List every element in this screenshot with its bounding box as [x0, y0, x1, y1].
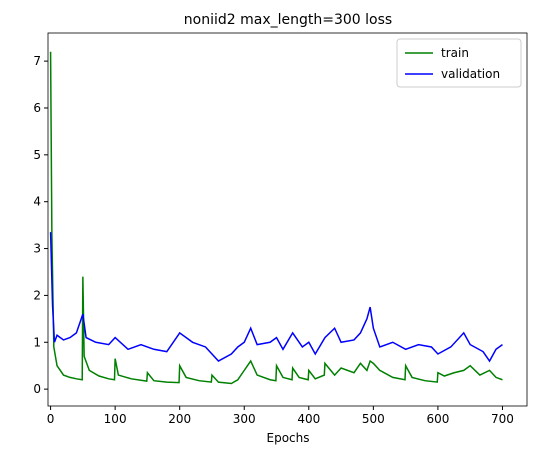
y-tick-label: 0 — [33, 382, 41, 396]
y-tick-label: 7 — [33, 54, 41, 68]
x-tick-label: 200 — [168, 412, 191, 426]
x-axis-label: Epochs — [267, 431, 310, 445]
plot-frame — [47, 32, 528, 407]
y-tick-label: 6 — [33, 101, 41, 115]
y-tick-label: 5 — [33, 148, 41, 162]
x-tick-label: 0 — [47, 412, 55, 426]
y-tick-label: 3 — [33, 242, 41, 256]
y-tick-label: 4 — [33, 195, 41, 209]
legend: train validation — [396, 38, 522, 88]
x-tick-label: 600 — [426, 412, 449, 426]
y-tick-label: 2 — [33, 288, 41, 302]
y-tick-label: 1 — [33, 335, 41, 349]
legend-label: train — [441, 46, 469, 60]
x-tick-label: 100 — [104, 412, 127, 426]
series-line — [49, 51, 503, 385]
legend-box — [396, 38, 522, 88]
legend-label: validation — [441, 67, 500, 81]
series-line — [49, 232, 503, 363]
x-tick-label: 400 — [297, 412, 320, 426]
x-tick-label: 300 — [233, 412, 256, 426]
x-tick-label: 500 — [362, 412, 385, 426]
x-tick-label: 700 — [491, 412, 514, 426]
chart-title: noniid2 max_length=300 loss — [184, 12, 392, 28]
